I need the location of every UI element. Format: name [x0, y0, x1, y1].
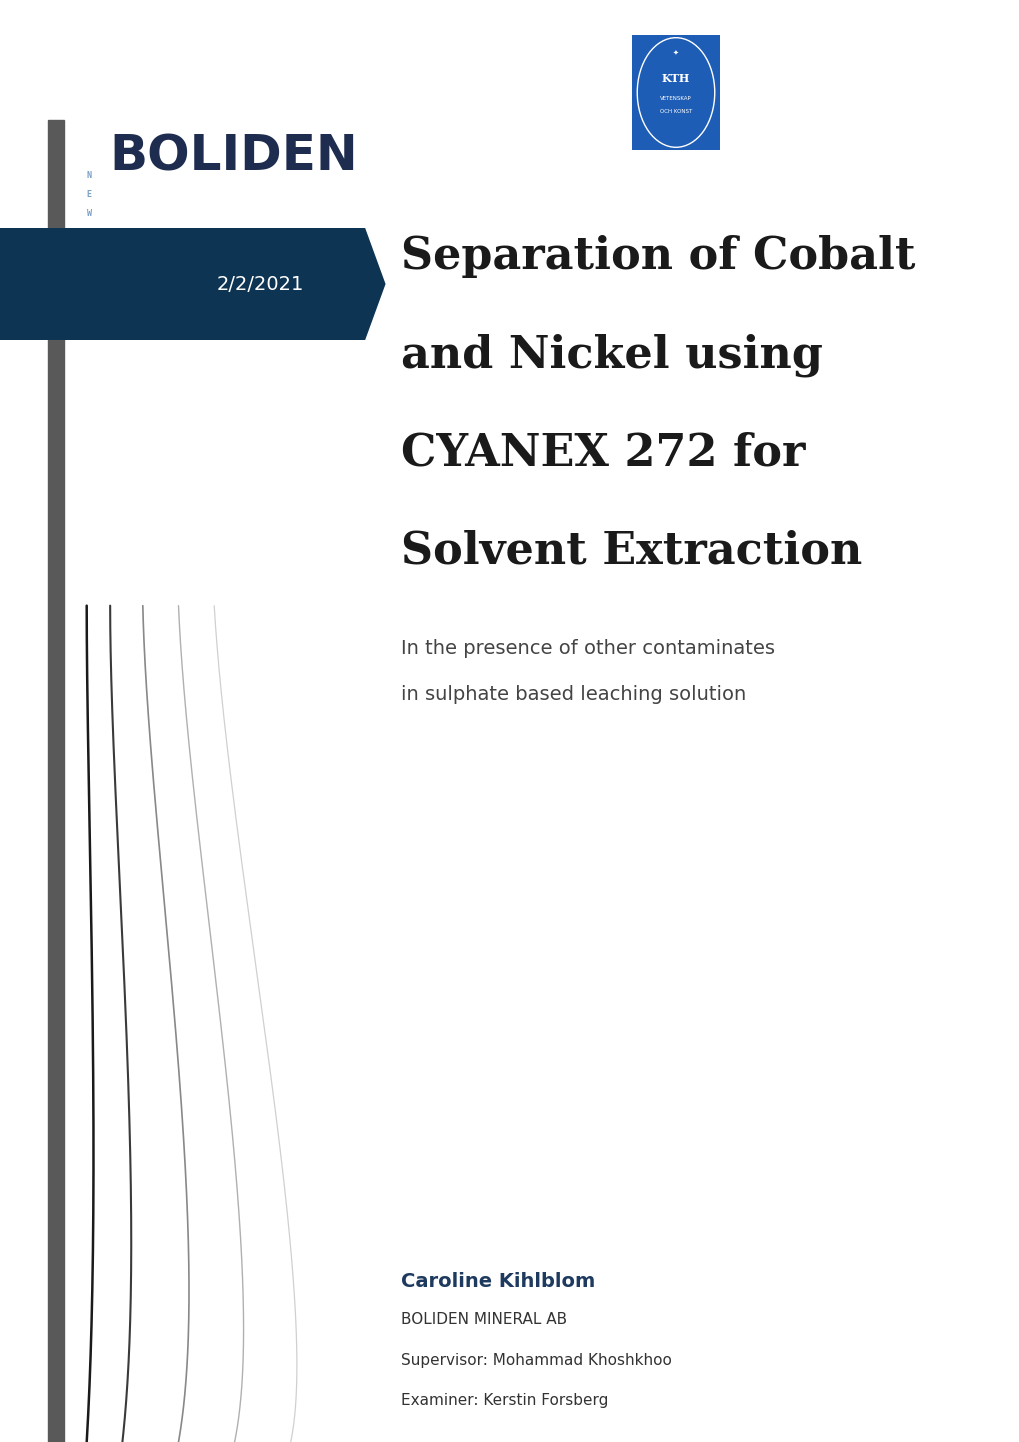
- Text: KTH: KTH: [661, 72, 690, 84]
- Text: E: E: [87, 190, 92, 199]
- Text: Separation of Cobalt: Separation of Cobalt: [400, 235, 914, 278]
- Text: in sulphate based leaching solution: in sulphate based leaching solution: [400, 685, 745, 704]
- Text: OCH KONST: OCH KONST: [659, 108, 692, 114]
- Bar: [632, 35, 719, 150]
- Bar: [48, 120, 64, 1442]
- Text: BOLIDEN MINERAL AB: BOLIDEN MINERAL AB: [400, 1312, 567, 1327]
- Text: Solvent Extraction: Solvent Extraction: [400, 529, 861, 572]
- Text: In the presence of other contaminates: In the presence of other contaminates: [400, 639, 774, 658]
- Text: and Nickel using: and Nickel using: [400, 333, 822, 376]
- Text: CYANEX 272 for: CYANEX 272 for: [400, 431, 804, 474]
- Text: Supervisor: Mohammad Khoshkhoo: Supervisor: Mohammad Khoshkhoo: [400, 1353, 672, 1367]
- Text: ✦: ✦: [673, 49, 679, 55]
- Text: Caroline Kihlblom: Caroline Kihlblom: [400, 1272, 594, 1291]
- Text: Examiner: Kerstin Forsberg: Examiner: Kerstin Forsberg: [400, 1393, 607, 1407]
- Text: N: N: [87, 172, 92, 180]
- Text: BOLIDEN: BOLIDEN: [109, 133, 358, 180]
- Text: W: W: [87, 209, 92, 218]
- Text: 2/2/2021: 2/2/2021: [216, 274, 304, 294]
- Polygon shape: [0, 228, 385, 340]
- Text: VETENSKAP: VETENSKAP: [659, 95, 691, 101]
